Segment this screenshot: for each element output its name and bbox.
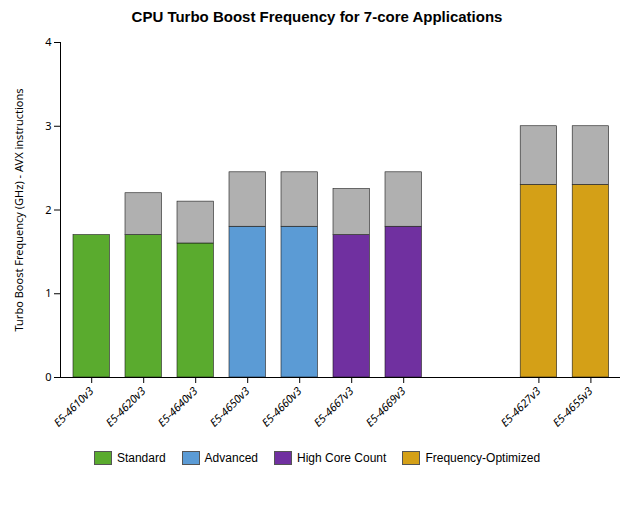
svg-text:E5-4627v3: E5-4627v3 [497, 383, 543, 429]
svg-text:2: 2 [45, 202, 51, 217]
svg-text:E5-4669v3: E5-4669v3 [362, 383, 408, 429]
svg-text:E5-4655v3: E5-4655v3 [549, 383, 595, 429]
html-text:Frequency-Optimized: Frequency-Optimized [425, 451, 541, 465]
svg-text:E5-4650v3: E5-4650v3 [206, 383, 252, 429]
html-text:Advanced: Advanced [204, 451, 258, 465]
svg-text:E5-4610v3: E5-4610v3 [50, 383, 96, 429]
svg-text:E5-4660v3: E5-4660v3 [258, 383, 304, 429]
svg-text:E5-4620v3: E5-4620v3 [102, 383, 148, 429]
svg-text:0: 0 [45, 369, 51, 384]
html-text:Standard: Standard [116, 451, 166, 465]
svg-text:3: 3 [45, 118, 51, 133]
html-text:High Core Count: High Core Count [297, 451, 387, 465]
svg-text:E5-4667v3: E5-4667v3 [310, 383, 356, 429]
html-text:CPU Turbo Boost Frequency for: CPU Turbo Boost Frequency for 7-core App… [131, 8, 503, 25]
svg-text:E5-4640v3: E5-4640v3 [154, 383, 200, 429]
svg-text:Turbo Boost Frequency (GHz) -: Turbo Boost Frequency (GHz) - AVX instru… [11, 88, 26, 331]
svg-text:1: 1 [45, 285, 51, 300]
svg-text:4: 4 [45, 34, 52, 49]
